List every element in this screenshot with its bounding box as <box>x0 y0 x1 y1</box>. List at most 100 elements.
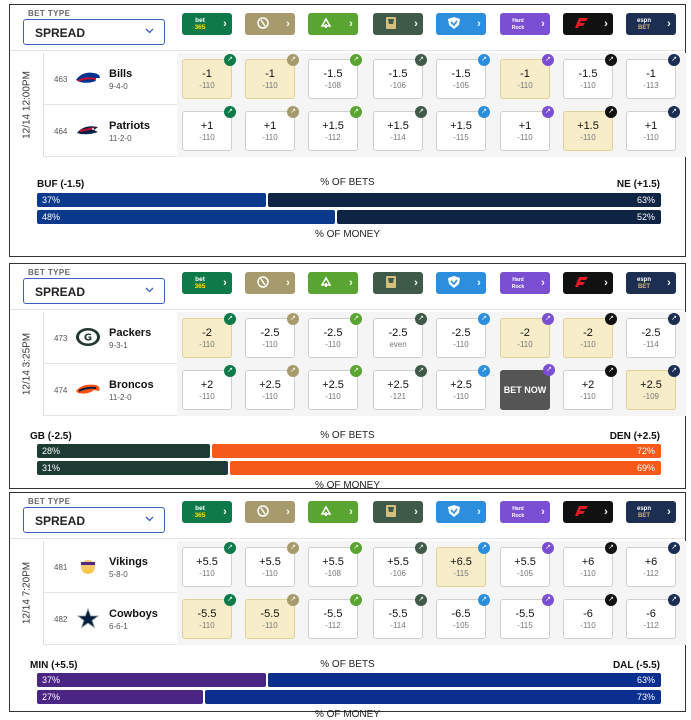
odds-price: -105 <box>452 621 469 630</box>
odds-cell[interactable]: -2 -110 ↗ <box>500 313 554 358</box>
sportsbook-badge-icon: ↗ <box>287 365 299 377</box>
odds-cell[interactable]: +5.5 -108 ↗ <box>308 542 362 587</box>
odds-cell[interactable]: +5.5 -106 ↗ <box>373 542 427 587</box>
spread-line: +2.5 <box>387 379 409 391</box>
odds-cell[interactable]: -2.5 -110 ↗ <box>308 313 362 358</box>
sportsbook-caesars-logo[interactable]: › <box>245 501 295 523</box>
odds-cell[interactable]: -1.5 -106 ↗ <box>373 54 427 99</box>
sportsbook-draftkings-logo[interactable]: › <box>308 13 358 35</box>
odds-cell[interactable]: +1.5 -110 ↗ <box>563 106 617 151</box>
odds-cell[interactable]: +2 -110 ↗ <box>182 365 236 410</box>
odds-cell[interactable]: -1.5 -110 ↗ <box>563 54 617 99</box>
chevron-right-icon: › <box>667 18 671 30</box>
odds-cell[interactable]: -5.5 -112 ↗ <box>308 594 362 639</box>
odds-cell[interactable]: +2 -110 ↗ <box>563 365 617 410</box>
chevron-right-icon: › <box>223 506 227 518</box>
odds-cell[interactable]: +1 -110 ↗ <box>500 106 554 151</box>
odds-cell[interactable]: +6 -112 ↗ <box>626 542 680 587</box>
odds-cell[interactable]: -6 -110 ↗ <box>563 594 617 639</box>
odds-cell[interactable]: -5.5 -110 ↗ <box>182 594 236 639</box>
odds-cell[interactable]: -6.5 -105 ↗ <box>436 594 490 639</box>
sportsbook-espnbet-logo[interactable]: espn BET › <box>626 272 676 294</box>
bet-type-select[interactable]: SPREAD <box>23 278 165 304</box>
team-row[interactable]: 482 Cowboys 6-6-1 <box>44 593 177 645</box>
bet-type-select[interactable]: SPREAD <box>23 507 165 533</box>
odds-cell[interactable]: -2 -110 ↗ <box>182 313 236 358</box>
sportsbook-fanatics-logo[interactable]: › <box>563 272 613 294</box>
sportsbook-draftkings-logo[interactable]: › <box>308 501 358 523</box>
sportsbook-badge-icon: ↗ <box>415 313 427 325</box>
odds-cell[interactable]: +1.5 -115 ↗ <box>436 106 490 151</box>
odds-cell[interactable]: +5.5 -110 ↗ <box>245 542 299 587</box>
sportsbook-bet365-logo[interactable]: bet 365 › <box>182 501 232 523</box>
odds-price: -110 <box>517 133 533 142</box>
sportsbook-hardrock-logo[interactable]: Hard Rock › <box>500 501 550 523</box>
sportsbook-hardrock-logo[interactable]: Hard Rock › <box>500 13 550 35</box>
team-row[interactable]: 473 G Packers 9-3-1 <box>44 312 177 364</box>
odds-cell[interactable]: +2.5 -110 ↗ <box>436 365 490 410</box>
odds-cell[interactable]: -2 -110 ↗ <box>563 313 617 358</box>
odds-cell[interactable]: -1.5 -108 ↗ <box>308 54 362 99</box>
rotation-number: 474 <box>54 386 68 395</box>
odds-cell[interactable]: +1 -110 ↗ <box>245 106 299 151</box>
sportsbook-badge-icon: ↗ <box>415 594 427 606</box>
odds-cell[interactable]: -5.5 -110 ↗ <box>245 594 299 639</box>
team-row[interactable]: 464 Patriots 11-2-0 <box>44 105 177 157</box>
sportsbook-betrivers-logo[interactable]: › <box>436 272 486 294</box>
money-percent-label: % OF MONEY <box>314 480 380 491</box>
sportsbook-hardrock-logo[interactable]: Hard Rock › <box>500 272 550 294</box>
odds-cell[interactable]: +1 -110 ↗ <box>182 106 236 151</box>
sportsbook-badge-icon: ↗ <box>542 542 554 554</box>
sportsbook-fanatics-logo[interactable]: › <box>563 13 613 35</box>
bet365-logo: bet 365 <box>194 17 206 31</box>
odds-cell[interactable]: -2.5 even ↗ <box>373 313 427 358</box>
sportsbook-badge-icon: ↗ <box>605 106 617 118</box>
odds-cell[interactable]: +1.5 -112 ↗ <box>308 106 362 151</box>
odds-cell[interactable]: -2.5 -110 ↗ <box>436 313 490 358</box>
odds-cell[interactable]: +1 -110 ↗ <box>626 106 680 151</box>
sportsbook-draftkings-logo[interactable]: › <box>308 272 358 294</box>
odds-cell[interactable]: +5.5 -105 ↗ <box>500 542 554 587</box>
odds-cell[interactable]: +2.5 -109 ↗ <box>626 365 680 410</box>
sportsbook-badge-icon: ↗ <box>668 542 680 554</box>
odds-price: -110 <box>580 340 596 349</box>
odds-cell[interactable]: -5.5 -114 ↗ <box>373 594 427 639</box>
team-row[interactable]: 481 Vikings 5-8-0 <box>44 541 177 593</box>
sportsbook-betmgm-logo[interactable]: › <box>373 272 423 294</box>
sportsbook-betrivers-logo[interactable]: › <box>436 501 486 523</box>
team-row[interactable]: 463 Bills 9-4-0 <box>44 53 177 105</box>
sportsbook-betmgm-logo[interactable]: › <box>373 501 423 523</box>
odds-cell[interactable]: -1 -113 ↗ <box>626 54 680 99</box>
odds-cell[interactable]: -5.5 -115 ↗ <box>500 594 554 639</box>
sportsbook-fanatics-logo[interactable]: › <box>563 501 613 523</box>
odds-cell[interactable]: +5.5 -110 ↗ <box>182 542 236 587</box>
odds-cell[interactable]: -2.5 -110 ↗ <box>245 313 299 358</box>
sportsbook-betrivers-logo[interactable]: › <box>436 13 486 35</box>
sportsbook-espnbet-logo[interactable]: espn BET › <box>626 13 676 35</box>
odds-cell[interactable]: -1 -110 ↗ <box>182 54 236 99</box>
bet-now-button[interactable]: BET NOW <box>500 370 550 410</box>
odds-cell[interactable]: +2.5 -121 ↗ <box>373 365 427 410</box>
odds-cell[interactable]: -1 -110 ↗ <box>245 54 299 99</box>
sportsbook-badge-icon: ↗ <box>668 594 680 606</box>
sportsbook-caesars-logo[interactable]: › <box>245 13 295 35</box>
odds-cell[interactable]: -1 -110 ↗ <box>500 54 554 99</box>
spread-line: +5.5 <box>196 556 218 568</box>
team-record: 6-6-1 <box>109 622 128 631</box>
sportsbook-bet365-logo[interactable]: bet 365 › <box>182 13 232 35</box>
odds-cell[interactable]: -6 -112 ↗ <box>626 594 680 639</box>
odds-cell[interactable]: +6.5 -115 ↗ <box>436 542 490 587</box>
odds-cell[interactable]: -2.5 -114 ↗ <box>626 313 680 358</box>
odds-cell[interactable]: +2.5 -110 ↗ <box>308 365 362 410</box>
odds-cell[interactable]: +2.5 -110 ↗ <box>245 365 299 410</box>
odds-cell[interactable]: -1.5 -105 ↗ <box>436 54 490 99</box>
sportsbook-caesars-logo[interactable]: › <box>245 272 295 294</box>
odds-cell[interactable]: +1.5 -114 ↗ <box>373 106 427 151</box>
odds-cell[interactable]: +6 -110 ↗ <box>563 542 617 587</box>
sportsbook-betmgm-logo[interactable]: › <box>373 13 423 35</box>
bet-type-select[interactable]: SPREAD <box>23 19 165 45</box>
sportsbook-bet365-logo[interactable]: bet 365 › <box>182 272 232 294</box>
sportsbook-espnbet-logo[interactable]: espn BET › <box>626 501 676 523</box>
team-row[interactable]: 474 Broncos 11-2-0 <box>44 364 177 416</box>
betting-split: MIN (+5.5) DAL (-5.5) % OF BETS 37% 63% 27% 73… <box>10 657 685 720</box>
